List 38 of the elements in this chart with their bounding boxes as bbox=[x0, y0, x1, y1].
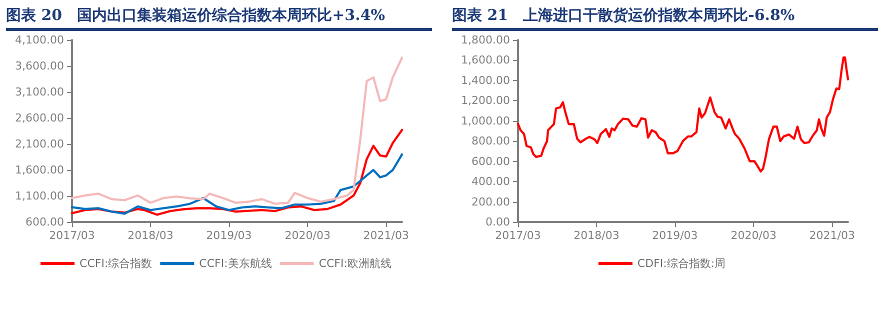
y-tick-label: 600.00 bbox=[26, 216, 64, 228]
x-tick-label: 2019/03 bbox=[206, 229, 252, 242]
legend-label: CCFI:综合指数 bbox=[80, 257, 152, 270]
legend-label: CDFI:综合指数:周 bbox=[637, 257, 726, 270]
y-tick-label: 800.00 bbox=[472, 134, 510, 148]
y-tick-label: 1,800.00 bbox=[461, 34, 510, 46]
y-tick-label: 1,600.00 bbox=[15, 164, 64, 176]
y-tick-label: 4,100.00 bbox=[15, 34, 64, 46]
y-tick-label: 1,400.00 bbox=[461, 74, 510, 87]
y-tick-label: 3,100.00 bbox=[15, 86, 64, 98]
x-tick-label: 2018/03 bbox=[574, 229, 620, 242]
line-series bbox=[70, 128, 404, 216]
y-tick-label: 1,600.00 bbox=[461, 54, 510, 67]
y-tick-label: 0.00 bbox=[486, 216, 510, 228]
y-tick-label: 3,600.00 bbox=[15, 60, 64, 72]
y-tick-label: 1,000.00 bbox=[461, 114, 510, 128]
y-tick-label: 200.00 bbox=[472, 195, 510, 208]
x-tick-label: 2019/03 bbox=[652, 229, 698, 242]
y-tick-label: 1,100.00 bbox=[15, 190, 64, 202]
chart-title: 图表 21 上海进口干散货运价指数本周环比-6.8% bbox=[452, 2, 878, 31]
y-tick-label: 400.00 bbox=[472, 175, 510, 188]
x-tick-label: 2020/03 bbox=[284, 229, 330, 242]
chart-title: 图表 20 国内出口集装箱运价综合指数本周环比+3.4% bbox=[6, 2, 432, 31]
legend-label: CCFI:欧洲航线 bbox=[318, 257, 392, 270]
legend-label: CCFI:美东航线 bbox=[199, 257, 272, 270]
y-tick-label: 2,100.00 bbox=[15, 138, 64, 150]
y-tick-label: 2,600.00 bbox=[15, 112, 64, 124]
line-series bbox=[516, 56, 850, 173]
x-tick-label: 2021/03 bbox=[363, 229, 409, 242]
y-tick-label: 1,200.00 bbox=[461, 94, 510, 108]
line-series bbox=[70, 153, 404, 215]
x-tick-label: 2018/03 bbox=[128, 229, 174, 242]
x-tick-label: 2020/03 bbox=[730, 229, 776, 242]
x-tick-label: 2021/03 bbox=[809, 229, 855, 242]
line-series bbox=[70, 56, 404, 205]
x-tick-label: 2017/03 bbox=[49, 229, 95, 242]
x-tick-label: 2017/03 bbox=[495, 229, 541, 242]
y-tick-label: 600.00 bbox=[472, 154, 510, 168]
